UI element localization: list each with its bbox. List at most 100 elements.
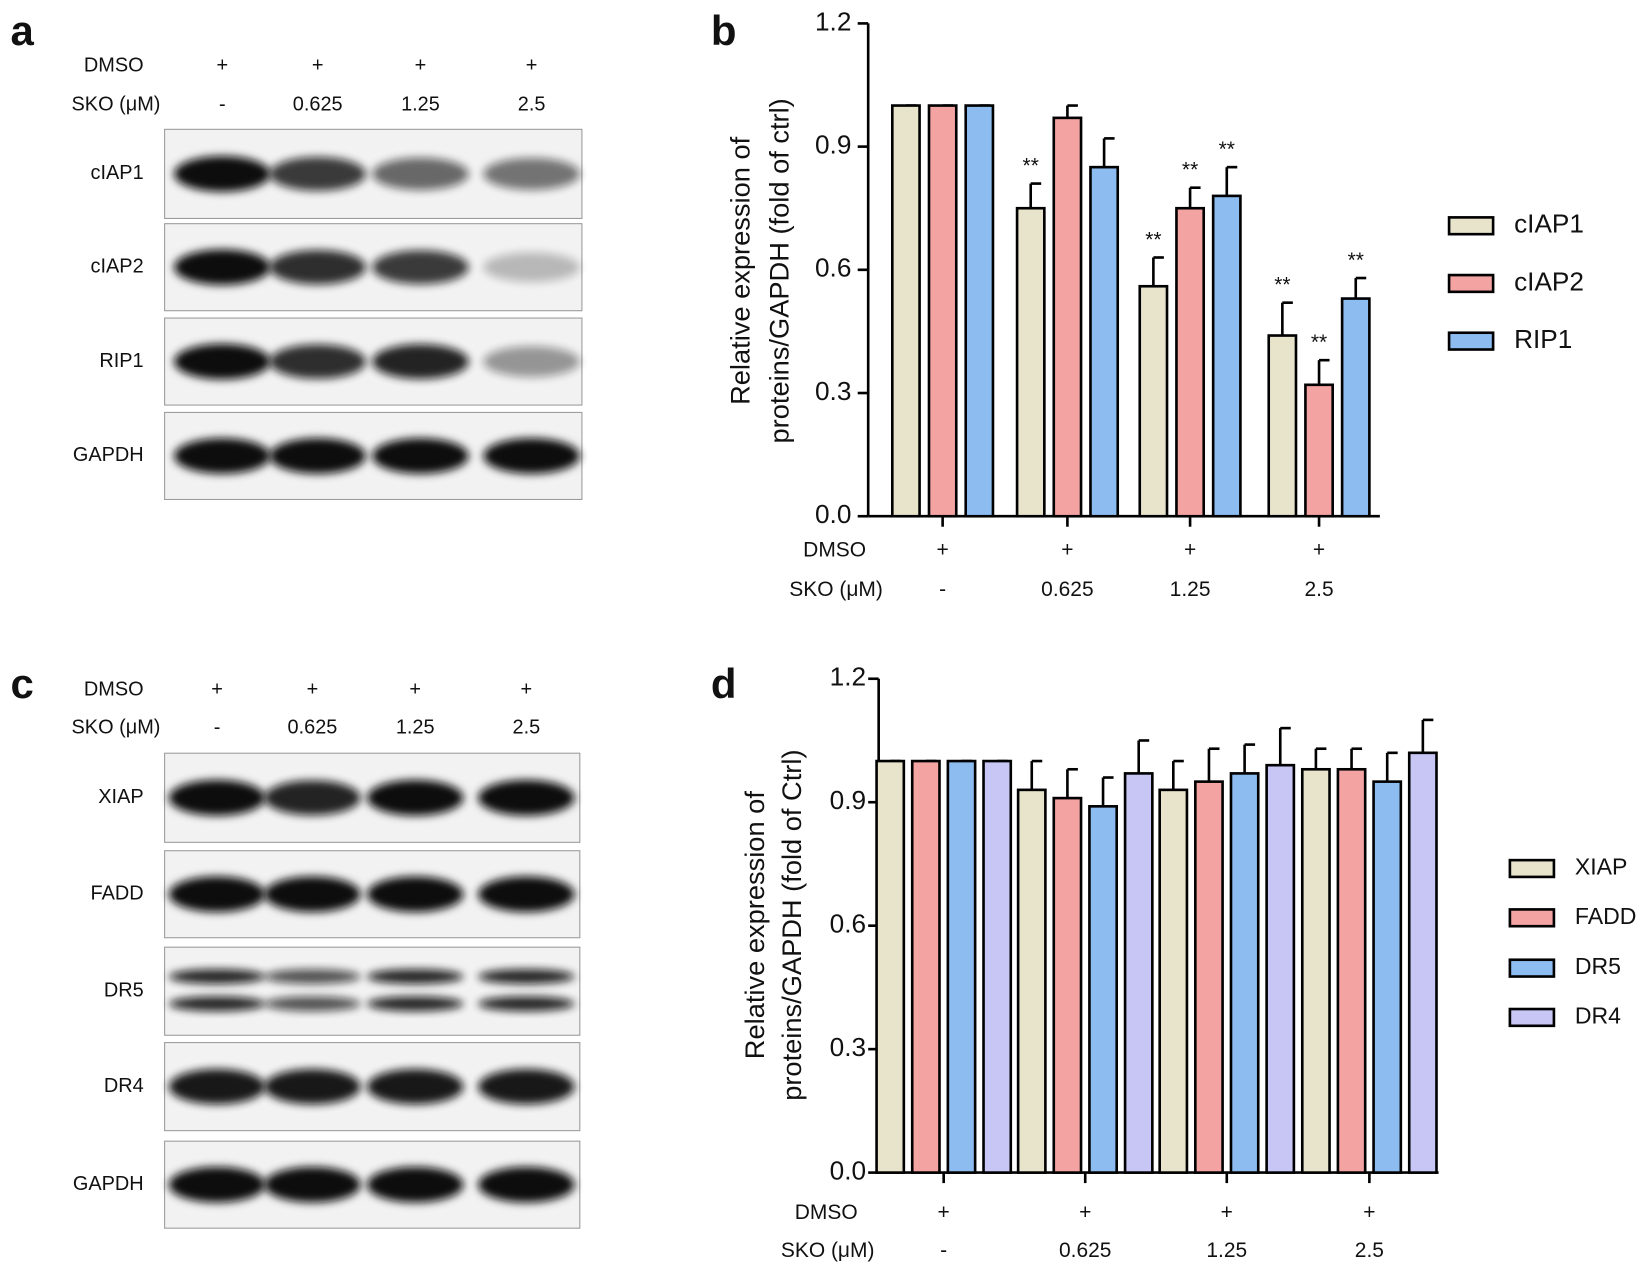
row-label: SKO (μM) bbox=[72, 93, 161, 115]
blot-band bbox=[366, 779, 464, 816]
significance: ** bbox=[1182, 158, 1198, 181]
blot-band bbox=[269, 156, 366, 191]
legend-label: cIAP2 bbox=[1514, 266, 1584, 296]
legend-swatch bbox=[1447, 216, 1495, 236]
x-tick-label: 0.625 bbox=[1041, 578, 1093, 601]
blot-label: cIAP1 bbox=[91, 162, 144, 184]
legend-label: cIAP1 bbox=[1514, 209, 1584, 239]
bar bbox=[982, 759, 1013, 1174]
blot-band bbox=[478, 996, 575, 1012]
lane-label: + bbox=[409, 679, 421, 701]
blot-band bbox=[264, 1166, 361, 1203]
bar bbox=[1052, 796, 1083, 1174]
blot-band bbox=[366, 1069, 464, 1105]
blot-label: DR4 bbox=[104, 1075, 144, 1097]
bar bbox=[1407, 751, 1438, 1174]
legend-swatch bbox=[1508, 908, 1556, 928]
y-tick-label: 1.2 bbox=[830, 662, 866, 692]
blot-band bbox=[483, 157, 580, 190]
x-tick-label: - bbox=[940, 1239, 947, 1262]
bar bbox=[1336, 767, 1367, 1174]
blot-band bbox=[372, 344, 469, 379]
x-row-value: + bbox=[1184, 538, 1196, 561]
bar bbox=[964, 104, 995, 518]
x-row-label: DMSO bbox=[795, 1201, 858, 1224]
blot-label: cIAP2 bbox=[91, 255, 144, 277]
x-row-label: DMSO bbox=[803, 538, 866, 561]
lane-label: 1.25 bbox=[396, 716, 435, 738]
blot-band bbox=[168, 1166, 266, 1203]
bar bbox=[1229, 772, 1260, 1174]
y-tick-label: 1.2 bbox=[815, 6, 851, 36]
row-label: DMSO bbox=[84, 55, 144, 77]
blot-band bbox=[174, 156, 271, 192]
bar bbox=[1194, 780, 1224, 1174]
bar bbox=[1340, 297, 1371, 518]
x-row-value: + bbox=[938, 1201, 950, 1224]
lane-label: + bbox=[526, 55, 538, 77]
row-label: SKO (μM) bbox=[72, 716, 161, 738]
x-row-value: + bbox=[1313, 538, 1325, 561]
blot-band bbox=[174, 343, 271, 380]
bar bbox=[875, 759, 906, 1174]
x-row-value: + bbox=[1061, 538, 1073, 561]
x-tick-label: - bbox=[939, 578, 946, 601]
lane-label: 1.25 bbox=[401, 93, 440, 115]
y-axis-title: Relative expression of bbox=[725, 136, 756, 405]
blot-band bbox=[366, 969, 464, 984]
blot-band bbox=[372, 250, 469, 285]
blot-band bbox=[478, 876, 575, 913]
bar bbox=[890, 104, 921, 518]
blot-band bbox=[478, 779, 575, 816]
bar bbox=[1267, 334, 1298, 518]
bar bbox=[1089, 165, 1120, 518]
bar bbox=[910, 759, 941, 1174]
y-tick-label: 0.3 bbox=[830, 1032, 866, 1062]
blot-band bbox=[168, 876, 266, 913]
blot-band bbox=[264, 876, 361, 913]
bar bbox=[1052, 116, 1083, 518]
bar bbox=[1304, 383, 1334, 518]
blot-label: DR5 bbox=[104, 979, 144, 1001]
bar bbox=[1265, 763, 1296, 1174]
x-tick-label: 2.5 bbox=[1355, 1239, 1384, 1262]
blot-band bbox=[478, 1069, 575, 1105]
panel-letter: a bbox=[10, 7, 34, 54]
x-row-value: + bbox=[1221, 1201, 1233, 1224]
significance: ** bbox=[1274, 273, 1290, 296]
blot-band bbox=[372, 157, 469, 191]
legend-label: XIAP bbox=[1575, 854, 1628, 880]
y-tick-label: 0.6 bbox=[815, 253, 851, 283]
blot-label: FADD bbox=[91, 882, 144, 904]
blot-band bbox=[366, 1166, 464, 1203]
legend-swatch bbox=[1508, 1007, 1556, 1028]
lane-label: 0.625 bbox=[293, 93, 343, 115]
x-tick-label: 2.5 bbox=[1304, 578, 1333, 601]
y-tick-label: 0.6 bbox=[830, 909, 866, 939]
blot-band bbox=[478, 969, 575, 984]
lane-label: 2.5 bbox=[518, 93, 546, 115]
y-axis-title: Relative expression of bbox=[739, 791, 770, 1060]
blot-frame bbox=[164, 946, 581, 1036]
significance: ** bbox=[1348, 249, 1364, 272]
bar bbox=[927, 104, 958, 518]
bar bbox=[1015, 206, 1046, 518]
x-row-value: + bbox=[1079, 1201, 1091, 1224]
blot-band bbox=[174, 249, 271, 286]
lane-label: + bbox=[216, 55, 228, 77]
legend-label: DR4 bbox=[1575, 1003, 1621, 1029]
y-tick-label: 0.9 bbox=[830, 785, 866, 815]
blot-band bbox=[174, 438, 271, 474]
blot-band bbox=[269, 438, 366, 474]
y-tick-label: 0.3 bbox=[815, 376, 851, 406]
blot-band bbox=[264, 1069, 361, 1105]
blot-band bbox=[483, 438, 580, 474]
significance: ** bbox=[1023, 154, 1039, 177]
lane-label: 2.5 bbox=[513, 716, 541, 738]
blot-label: GAPDH bbox=[73, 1173, 144, 1195]
blot-label: XIAP bbox=[98, 786, 143, 808]
y-axis-title: proteins/GAPDH (fold of ctrl) bbox=[763, 98, 794, 443]
bar bbox=[1138, 284, 1169, 518]
blot-label: GAPDH bbox=[73, 444, 144, 466]
